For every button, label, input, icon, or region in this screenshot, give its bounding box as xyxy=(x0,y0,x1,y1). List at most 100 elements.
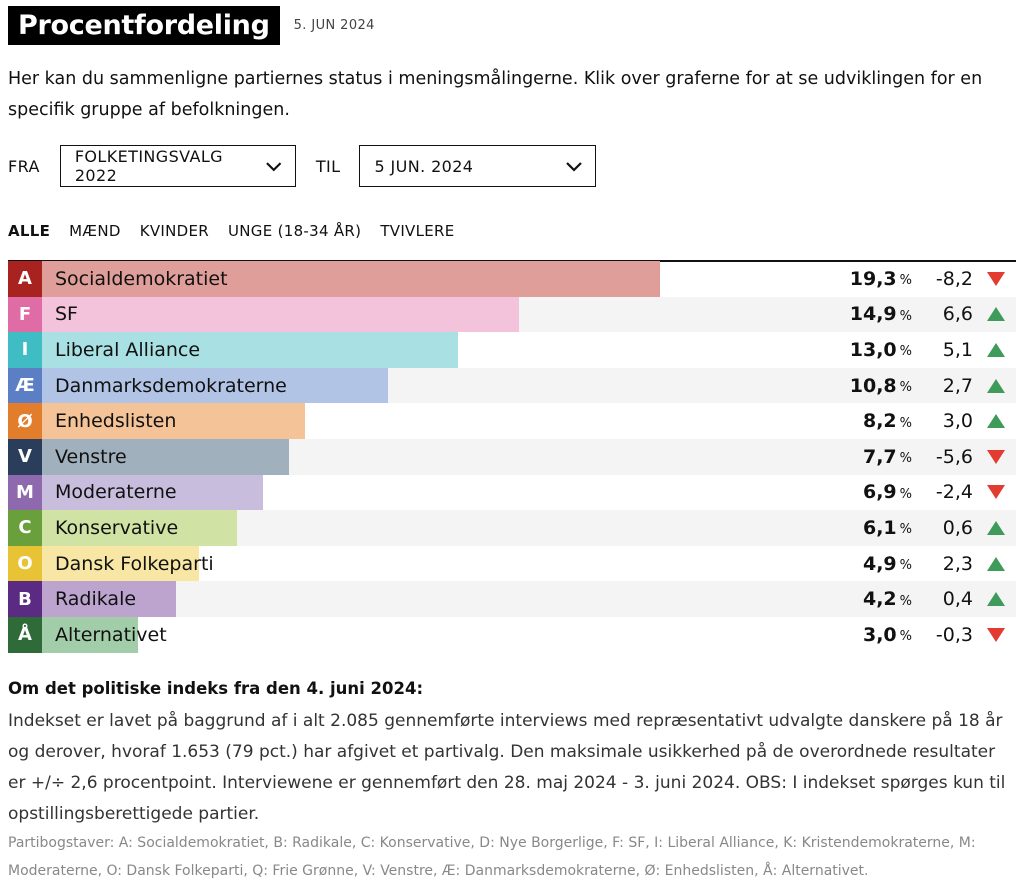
party-name: Dansk Folkeparti xyxy=(55,552,214,575)
party-name: Danmarksdemokraterne xyxy=(55,374,287,397)
party-change: 0,6 xyxy=(942,516,973,539)
party-name: Moderaterne xyxy=(55,481,177,504)
tab-tvivlere[interactable]: TVIVLERE xyxy=(380,222,455,240)
party-name: SF xyxy=(55,303,78,326)
tab-underline xyxy=(8,260,1016,262)
party-bar xyxy=(42,545,199,582)
party-letter-badge: Æ xyxy=(8,367,42,404)
tab-kvinder[interactable]: KVINDER xyxy=(139,222,209,240)
triangle-up-icon xyxy=(986,581,1006,617)
party-bar xyxy=(42,616,139,653)
party-percent: 4,9% xyxy=(863,546,912,582)
party-percent-value: 4,2 xyxy=(862,588,897,611)
party-percent: 10,8% xyxy=(850,368,912,404)
notes-heading: Om det politiske indeks fra den 4. juni … xyxy=(8,679,424,698)
party-bar xyxy=(42,261,660,297)
party-bar xyxy=(42,367,388,404)
party-row[interactable]: I Liberal Alliance 13,0% 5,1 xyxy=(8,332,1016,368)
party-percent-value: 13,0 xyxy=(849,338,897,361)
party-row[interactable]: A Socialdemokratiet 19,3% -8,2 xyxy=(8,261,1016,297)
percent-unit: % xyxy=(899,486,912,502)
tab-unge[interactable]: UNGE (18-34 ÅR) xyxy=(228,222,362,240)
party-percent: 4,2% xyxy=(863,581,912,617)
party-name: Enhedslisten xyxy=(55,410,177,433)
party-percent-value: 4,9 xyxy=(862,552,897,575)
party-percent-value: 19,3 xyxy=(849,267,897,290)
party-row[interactable]: F SF 14,9% 6,6 xyxy=(8,296,1016,333)
intro-text: Her kan du sammenligne partiernes status… xyxy=(8,69,983,120)
party-change: 3,0 xyxy=(942,410,973,433)
party-name: Konservative xyxy=(55,516,179,539)
party-percent: 3,0% xyxy=(863,617,912,653)
party-row[interactable]: B Radikale 4,2% 0,4 xyxy=(8,581,1016,617)
triangle-up-icon xyxy=(986,546,1006,582)
party-row[interactable]: O Dansk Folkeparti 4,9% 2,3 xyxy=(8,545,1016,582)
party-percent-value: 6,1 xyxy=(862,516,897,539)
party-name: Venstre xyxy=(55,445,127,468)
party-name: Alternativet xyxy=(55,623,167,646)
percent-unit: % xyxy=(899,451,912,467)
party-percent-value: 7,7 xyxy=(862,445,897,468)
page-title: Procentfordeling xyxy=(8,6,280,45)
percent-unit: % xyxy=(899,522,912,538)
triangle-up-icon xyxy=(986,332,1006,368)
from-select-value: FOLKETINGSVALG 2022 xyxy=(74,147,223,185)
triangle-down-icon xyxy=(986,617,1006,653)
triangle-down-icon xyxy=(986,261,1006,297)
party-letters-footnote: Partibogstaver: A: Socialdemokratiet, B:… xyxy=(8,835,976,879)
page-header: Procentfordeling 5. JUN 2024 xyxy=(8,6,375,45)
to-select[interactable]: 5 JUN. 2024 xyxy=(359,145,597,187)
party-percent-value: 14,9 xyxy=(849,303,897,326)
chevron-down-icon xyxy=(266,162,282,172)
triangle-down-icon xyxy=(986,475,1006,511)
party-row[interactable]: Ø Enhedslisten 8,2% 3,0 xyxy=(8,403,1016,439)
party-percent-value: 3,0 xyxy=(862,623,897,646)
to-select-value: 5 JUN. 2024 xyxy=(374,156,474,176)
party-letter-badge: Ø xyxy=(8,403,42,439)
party-name: Liberal Alliance xyxy=(55,338,201,361)
party-change: 5,1 xyxy=(942,338,973,361)
tab-alle[interactable]: ALLE xyxy=(8,222,51,240)
party-change: -8,2 xyxy=(935,267,973,290)
party-row[interactable]: V Venstre 7,7% -5,6 xyxy=(8,438,1016,475)
party-percent: 6,1% xyxy=(863,510,912,546)
party-letter-badge: Å xyxy=(8,616,42,653)
party-percent: 13,0% xyxy=(850,332,912,368)
party-change: 2,3 xyxy=(942,552,973,575)
percent-unit: % xyxy=(899,380,912,396)
party-row[interactable]: Å Alternativet 3,0% -0,3 xyxy=(8,616,1016,653)
party-percent: 7,7% xyxy=(863,439,912,475)
from-select[interactable]: FOLKETINGSVALG 2022 xyxy=(59,145,296,187)
party-row[interactable]: Æ Danmarksdemokraterne 10,8% 2,7 xyxy=(8,367,1016,404)
party-bar xyxy=(42,474,263,511)
party-percent: 19,3% xyxy=(850,261,912,297)
party-letter-badge: I xyxy=(8,332,42,368)
tab-maend[interactable]: MÆND xyxy=(69,222,121,240)
party-letter-badge: F xyxy=(8,296,42,333)
party-change: 2,7 xyxy=(942,374,973,397)
party-letter-badge: C xyxy=(8,510,42,546)
party-letter-badge: M xyxy=(8,474,42,511)
party-bar xyxy=(42,332,459,368)
party-row[interactable]: M Moderaterne 6,9% -2,4 xyxy=(8,474,1016,511)
party-percent: 6,9% xyxy=(863,475,912,511)
party-percent-value: 10,8 xyxy=(849,374,897,397)
percent-unit: % xyxy=(899,629,912,645)
party-bar xyxy=(42,438,289,475)
percent-unit: % xyxy=(899,558,912,574)
publish-date: 5. JUN 2024 xyxy=(293,18,375,33)
group-tabs: ALLE MÆND KVINDER UNGE (18-34 ÅR) TVIVLE… xyxy=(8,222,474,246)
party-change: -5,6 xyxy=(935,445,973,468)
to-label: TIL xyxy=(315,156,341,176)
party-percent-value: 8,2 xyxy=(862,410,897,433)
notes-body: Indekset er lavet på baggrund af i alt 2… xyxy=(8,711,1006,824)
party-letter-badge: A xyxy=(8,261,42,297)
triangle-up-icon xyxy=(986,403,1006,439)
party-bar xyxy=(42,510,238,546)
chevron-down-icon xyxy=(566,162,583,172)
party-change: -2,4 xyxy=(935,481,973,504)
percent-unit: % xyxy=(899,273,912,289)
percent-unit: % xyxy=(899,593,912,609)
party-letter-badge: V xyxy=(8,438,42,475)
party-row[interactable]: C Konservative 6,1% 0,6 xyxy=(8,510,1016,546)
